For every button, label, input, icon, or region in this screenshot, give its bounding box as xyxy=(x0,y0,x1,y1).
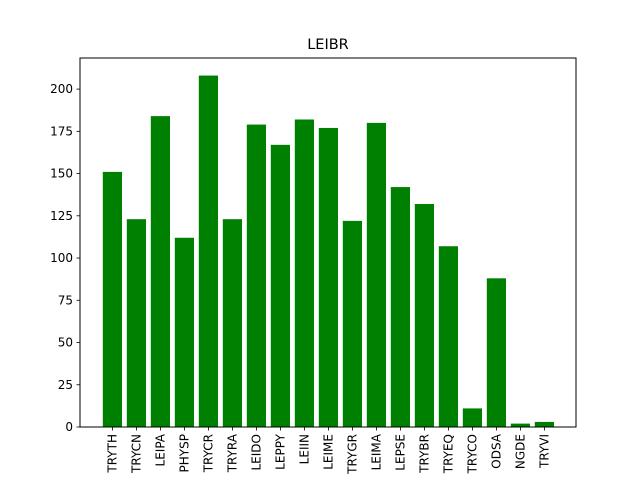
x-tick-label: LEIPA xyxy=(153,433,167,466)
y-axis: 0 25 50 75 100 125 150 175 200 xyxy=(50,82,80,434)
x-tick-label: TRYEQ xyxy=(441,434,455,474)
bar-leppy xyxy=(270,144,290,427)
bar-leido xyxy=(246,124,266,427)
chart-title: LEIBR xyxy=(307,37,349,53)
bar-trygr xyxy=(342,220,362,427)
x-tick-label: TRYCO xyxy=(465,434,479,474)
bar-physp xyxy=(174,237,194,427)
y-tick-label: 75 xyxy=(58,293,73,307)
bar-leiin xyxy=(294,119,314,427)
x-tick-label: LEPPY xyxy=(273,433,287,469)
y-tick-label: 100 xyxy=(50,251,73,265)
plot-frame xyxy=(79,57,577,428)
x-tick-label: TRYCN xyxy=(129,434,143,474)
bar-trycn xyxy=(126,219,146,427)
y-tick-label: 200 xyxy=(50,82,73,96)
bar-tryeq xyxy=(438,246,458,427)
x-tick-label: LEIMA xyxy=(369,433,383,470)
y-tick-label: 175 xyxy=(50,124,73,138)
bar-ngde xyxy=(510,423,530,427)
x-tick-label: LEPSE xyxy=(393,434,407,471)
x-tick-label: TRYCR xyxy=(201,434,215,473)
x-tick-label: PHYSP xyxy=(177,434,191,472)
bar-tryth xyxy=(102,171,122,427)
x-tick-label: LEIDO xyxy=(249,434,263,471)
x-axis: TRYTH TRYCN LEIPA PHYSP TRYCR TRYRA LEIDO LEPPY… xyxy=(105,427,551,475)
x-tick-label: LEIME xyxy=(321,434,335,470)
x-tick-label: TRYRA xyxy=(225,433,239,473)
x-tick-label: TRYVI xyxy=(537,434,551,469)
bar-leime xyxy=(318,127,338,427)
x-tick-label: NGDE xyxy=(513,434,527,469)
bar-trycr xyxy=(198,75,218,427)
x-tick-label: TRYBR xyxy=(417,434,431,474)
bars-group xyxy=(102,75,554,428)
y-tick-label: 0 xyxy=(65,420,73,434)
x-tick-label: TRYGR xyxy=(345,434,359,475)
y-tick-label: 125 xyxy=(50,209,73,223)
bar-trybr xyxy=(414,203,434,427)
bar-odsa xyxy=(486,278,506,427)
bar-leima xyxy=(366,122,386,427)
x-tick-label: TRYTH xyxy=(105,434,119,474)
bar-tryra xyxy=(222,219,242,427)
bar-leipa xyxy=(150,116,170,428)
x-tick-label: LEIIN xyxy=(297,434,311,464)
bar-tryco xyxy=(462,408,482,427)
y-tick-label: 150 xyxy=(50,167,73,181)
bar-lepse xyxy=(390,187,410,427)
y-tick-label: 25 xyxy=(58,378,73,392)
bar-tryvi xyxy=(534,421,554,427)
y-tick-label: 50 xyxy=(58,336,73,350)
x-tick-label: ODSA xyxy=(489,433,503,469)
